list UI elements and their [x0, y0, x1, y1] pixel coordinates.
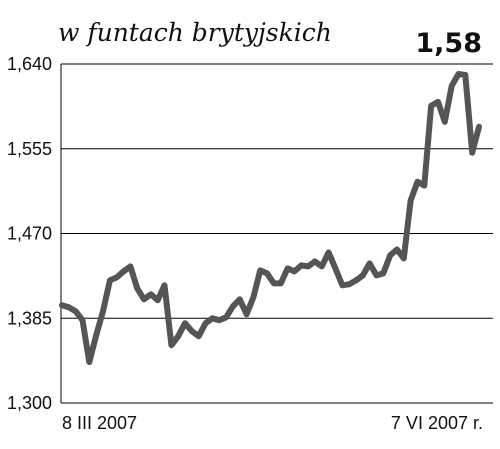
- y-tick-label: 1,385: [7, 308, 52, 328]
- y-tick-label: 1,300: [7, 393, 52, 413]
- y-tick-label: 1,470: [7, 224, 52, 244]
- x-tick-label: 8 III 2007: [62, 413, 137, 433]
- y-tick-label: 1,640: [7, 54, 52, 74]
- y-tick-label: 1,555: [7, 139, 52, 159]
- x-tick-label: 7 VI 2007 r.: [391, 413, 483, 433]
- series-line: [59, 71, 482, 366]
- chart-subtitle: w funtach brytyjskich: [58, 18, 332, 47]
- current-value: 1,58: [415, 28, 482, 59]
